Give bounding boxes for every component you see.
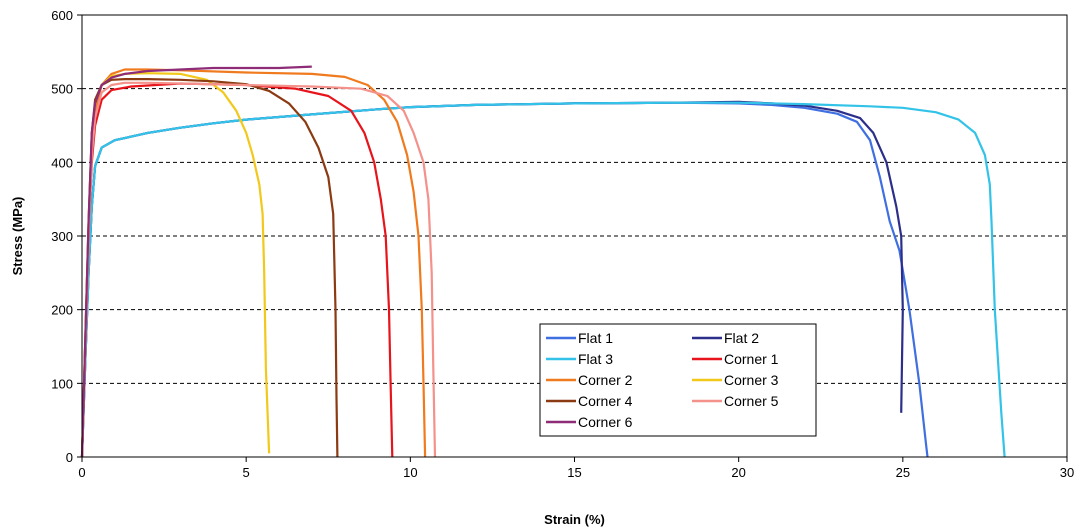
x-tick-label: 5 (243, 465, 250, 480)
grid-lines (82, 88, 1067, 384)
y-tick-label: 100 (51, 376, 73, 391)
y-axis-title: Stress (MPa) (10, 197, 25, 276)
legend-label-flat-1: Flat 1 (578, 330, 613, 346)
legend-box (539, 323, 817, 437)
x-tick-label: 0 (78, 465, 85, 480)
x-tick-label: 20 (731, 465, 745, 480)
legend-label-corner-1: Corner 1 (724, 351, 779, 367)
legend-label-flat-2: Flat 2 (724, 330, 759, 346)
legend-label-corner-2: Corner 2 (578, 372, 633, 388)
y-tick-label: 300 (51, 229, 73, 244)
legend-label-flat-3: Flat 3 (578, 351, 613, 367)
series-line-corner-6 (80, 65, 312, 458)
legend-label-corner-6: Corner 6 (578, 414, 633, 430)
legend-label-corner-4: Corner 4 (578, 393, 633, 409)
y-tick-label: 0 (66, 450, 73, 465)
x-axis-title: Strain (%) (544, 512, 605, 527)
legend: Flat 1 Flat 2 Flat 3 Corner 1 Corner 2 Corner… (539, 323, 817, 437)
x-tick-label: 10 (403, 465, 417, 480)
x-tick-label: 30 (1060, 465, 1074, 480)
series-line-flat-3 (80, 101, 1006, 458)
data-series (80, 65, 1006, 458)
legend-label-corner-3: Corner 3 (724, 372, 779, 388)
x-tick-label: 15 (567, 465, 581, 480)
y-tick-label: 400 (51, 155, 73, 170)
x-tick-label: 25 (896, 465, 910, 480)
y-tick-label: 200 (51, 303, 73, 318)
y-tick-label: 500 (51, 82, 73, 97)
legend-label-corner-5: Corner 5 (724, 393, 779, 409)
series-line-corner-5 (80, 81, 437, 458)
y-tick-label: 600 (51, 8, 73, 23)
